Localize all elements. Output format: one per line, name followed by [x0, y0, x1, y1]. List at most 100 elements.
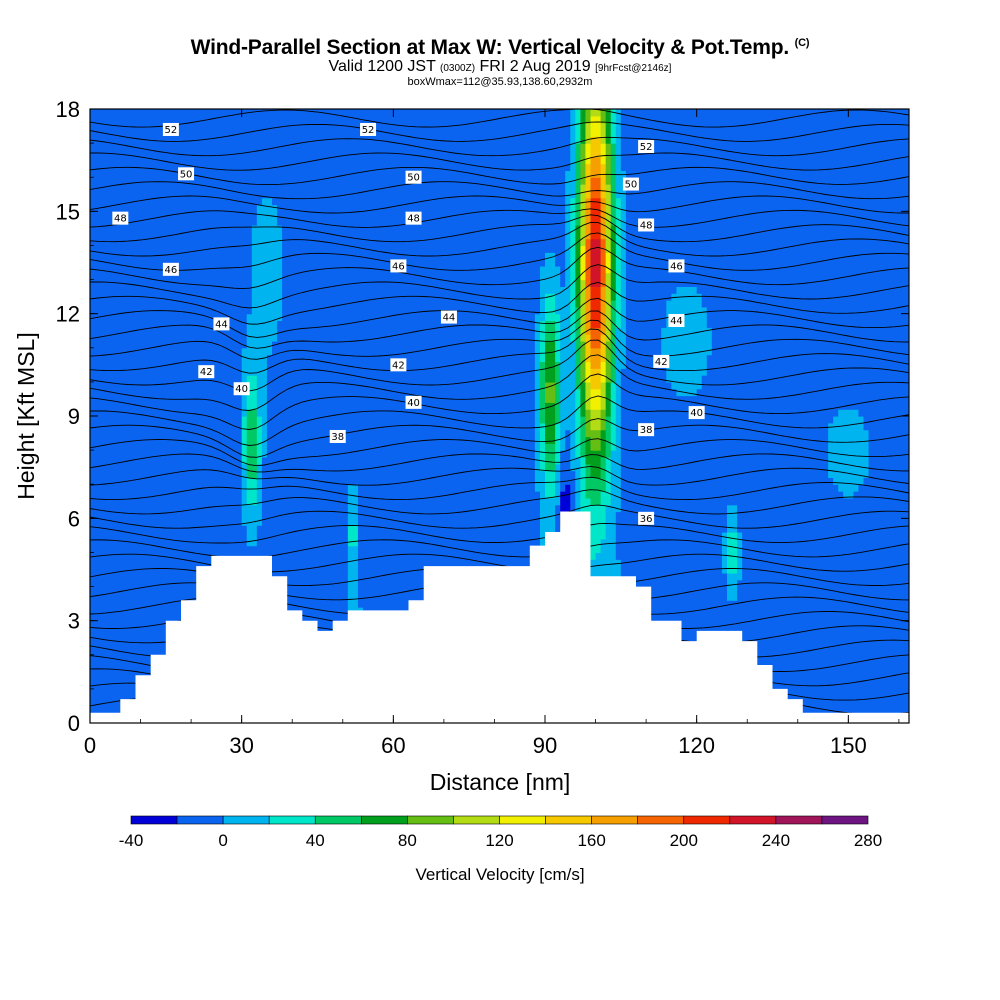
w-cell: [570, 293, 576, 301]
w-cell: [605, 327, 612, 335]
w-cell: [545, 354, 556, 363]
w-cell: [545, 334, 556, 342]
w-cell: [590, 197, 602, 206]
w-cell: [580, 272, 587, 281]
w-cell: [565, 197, 571, 206]
w-cell: [585, 184, 592, 192]
w-cell: [600, 313, 607, 322]
w-cell: [585, 409, 592, 417]
w-cell: [666, 300, 703, 308]
w-cell: [357, 552, 546, 560]
w-cell: [251, 286, 283, 294]
w-cell: [565, 436, 571, 444]
w-cell: [575, 156, 581, 165]
w-cell: [545, 340, 556, 349]
w-cell: [256, 484, 263, 492]
colorbar-swatch: [821, 815, 869, 825]
colorbar-tick-label: 120: [485, 831, 513, 850]
w-cell: [615, 286, 622, 294]
contour-label-text: 44: [215, 319, 228, 330]
w-cell: [605, 422, 612, 431]
w-cell: [585, 368, 592, 376]
w-cell: [580, 279, 587, 287]
w-cell: [620, 279, 627, 287]
w-cell: [580, 129, 587, 137]
contour-label-text: 50: [625, 180, 638, 191]
w-cell: [585, 272, 592, 281]
w-cell: [261, 436, 268, 444]
colorbar-swatch: [591, 815, 638, 825]
w-cell: [90, 416, 243, 424]
w-cell: [580, 388, 587, 397]
contour-label-text: 36: [640, 514, 653, 525]
w-cell: [605, 204, 612, 212]
w-cell: [615, 600, 909, 608]
contour-label-text: 42: [655, 357, 668, 368]
w-cell: [605, 211, 612, 219]
colorbar-label: Vertical Velocity [cm/s]: [415, 865, 584, 884]
w-cell: [555, 334, 561, 342]
w-cell: [615, 300, 622, 308]
w-cell: [868, 463, 909, 472]
w-cell: [615, 245, 622, 253]
w-cell: [605, 504, 622, 513]
w-cell: [605, 293, 612, 301]
w-cell: [90, 163, 571, 171]
w-cell: [585, 218, 592, 226]
contour-label-bg: [329, 429, 346, 443]
contour-label-text: 40: [690, 408, 703, 419]
w-cell: [246, 320, 278, 328]
w-cell: [580, 115, 587, 124]
w-cell: [620, 593, 728, 601]
w-cell: [256, 429, 263, 438]
w-cell: [600, 115, 607, 124]
w-cell: [605, 197, 612, 206]
contour-label: 40: [405, 395, 422, 409]
w-cell: [600, 129, 607, 137]
w-cell: [605, 361, 612, 369]
w-cell: [590, 320, 602, 328]
w-cell: [737, 566, 743, 574]
w-cell: [721, 545, 728, 554]
w-cell: [727, 511, 738, 519]
w-cell: [590, 402, 602, 410]
w-cell: [615, 634, 909, 642]
w-cell: [539, 402, 546, 410]
w-cell: [600, 347, 607, 356]
colorbar-swatch: [222, 815, 270, 825]
w-cell: [90, 422, 243, 431]
w-cell: [600, 463, 607, 472]
w-cell: [580, 456, 587, 465]
w-cell: [610, 218, 617, 226]
w-cell: [90, 149, 571, 158]
w-cell: [251, 293, 283, 301]
w-cell: [90, 525, 248, 533]
w-cell: [241, 375, 248, 383]
w-cell: [605, 143, 612, 151]
w-cell: [585, 279, 592, 287]
w-cell: [625, 211, 909, 219]
w-cell: [570, 197, 576, 206]
w-cell: [555, 375, 561, 383]
contour-label-text: 40: [407, 398, 420, 409]
contour-label: 38: [638, 423, 655, 437]
w-cell: [605, 340, 612, 349]
w-cell: [575, 252, 581, 260]
contour-label: 52: [360, 122, 377, 136]
w-cell: [605, 388, 612, 397]
w-cell: [620, 163, 909, 171]
w-cell: [590, 177, 602, 185]
w-cell: [605, 347, 612, 356]
w-cell: [590, 388, 602, 397]
w-cell: [357, 525, 541, 533]
w-cell: [620, 566, 723, 574]
w-cell: [580, 395, 587, 403]
w-cell: [261, 450, 268, 458]
contour-label-bg: [638, 511, 655, 525]
w-cell: [615, 436, 622, 444]
w-cell: [625, 293, 672, 301]
w-cell: [600, 190, 607, 199]
w-cell: [615, 607, 909, 615]
w-cell: [534, 368, 541, 376]
w-cell: [605, 109, 612, 117]
